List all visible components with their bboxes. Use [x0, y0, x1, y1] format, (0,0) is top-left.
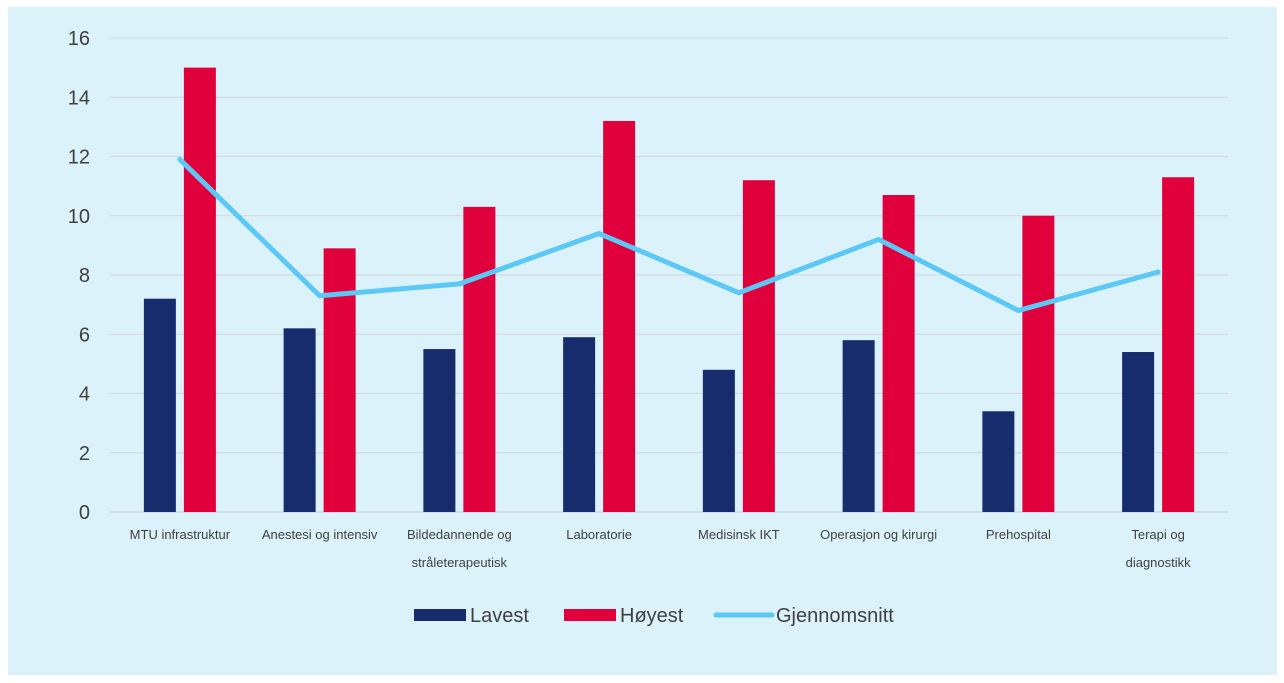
bar-lavest	[982, 411, 1015, 512]
bar-h-yest	[323, 248, 356, 512]
x-category-label: Bildedannende og stråleterapeutisk	[407, 527, 512, 570]
y-tick-label: 4	[79, 384, 90, 406]
x-category-label: Prehospital	[986, 527, 1051, 542]
y-tick-label: 0	[79, 502, 90, 524]
y-tick-label: 10	[68, 206, 90, 228]
bar-lavest	[143, 298, 176, 512]
y-tick-label: 2	[79, 443, 90, 465]
x-category-label: Operasjon og kirurgi	[820, 527, 937, 542]
chart-panel	[8, 7, 1277, 675]
legend-label: Gjennomsnitt	[776, 605, 894, 627]
bar-h-yest	[742, 180, 775, 512]
y-tick-label: 6	[79, 324, 90, 346]
bar-lavest	[283, 328, 316, 512]
line-series-gjennomsnitt	[177, 156, 1161, 314]
y-tick-label: 12	[68, 147, 90, 169]
x-category-label: Terapi og diagnostikk	[1126, 527, 1192, 570]
x-category-label: Laboratorie	[566, 527, 632, 542]
x-category-label: Anestesi og intensiv	[262, 527, 378, 542]
y-tick-label: 8	[79, 265, 90, 287]
bar-h-yest	[1162, 177, 1195, 513]
bar-lavest	[702, 369, 735, 512]
x-category-label: Medisinsk IKT	[698, 527, 780, 542]
bar-h-yest	[1022, 215, 1055, 512]
bar-h-yest	[603, 120, 636, 512]
legend-label: Lavest	[470, 605, 529, 627]
bar-h-yest	[183, 67, 216, 512]
x-category-label: MTU infrastruktur	[130, 527, 231, 542]
bar-lavest	[563, 337, 596, 512]
y-tick-label: 16	[68, 28, 90, 50]
legend-swatch	[564, 609, 616, 621]
legend-label: Høyest	[620, 605, 684, 627]
bar-lavest	[1122, 352, 1155, 512]
bar-lavest	[842, 340, 875, 512]
bar-h-yest	[463, 206, 496, 513]
y-tick-label: 14	[68, 87, 90, 109]
legend-swatch	[414, 609, 466, 621]
bar-lavest	[423, 349, 456, 512]
